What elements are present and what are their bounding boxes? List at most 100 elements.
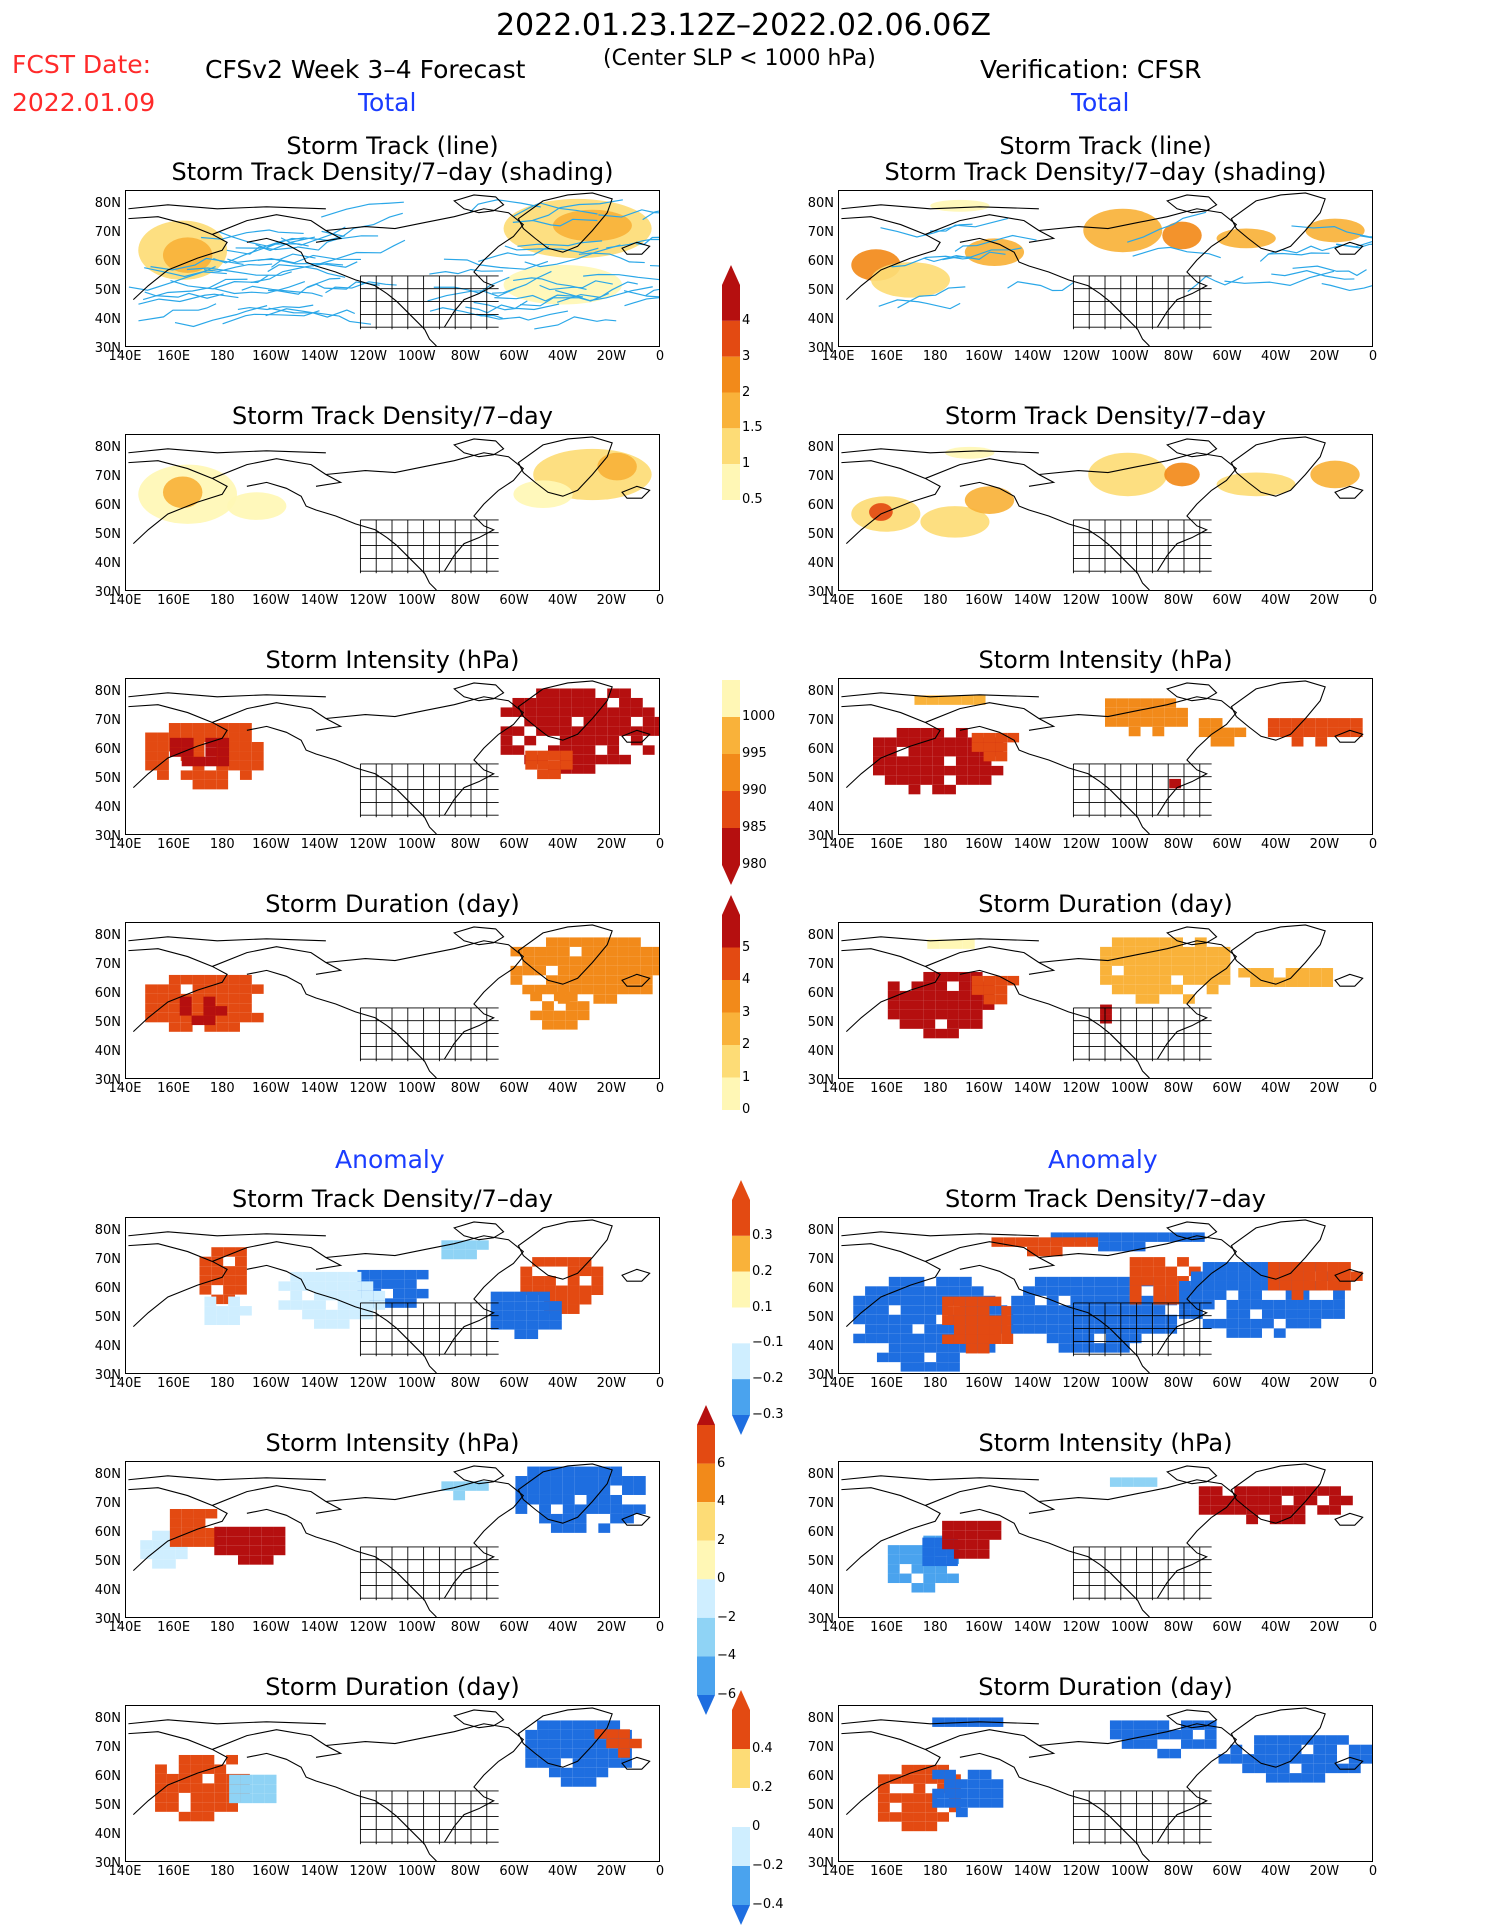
- grid-cell: [261, 1536, 274, 1546]
- grid-cell: [169, 1518, 182, 1528]
- grid-cell: [962, 939, 975, 949]
- lon-tick-label: 0: [1368, 1864, 1378, 1879]
- grid-cell: [1116, 698, 1129, 708]
- colorbar-label: 1: [742, 456, 751, 472]
- grid-cell: [619, 697, 631, 708]
- grid-cell: [630, 697, 643, 708]
- title-intensity-right: Storm Intensity (hPa): [978, 646, 1233, 674]
- grid-cell: [251, 1012, 264, 1023]
- title-density-anom-right: Storm Track Density/7–day: [945, 1185, 1266, 1213]
- grid-cell: [1222, 727, 1235, 738]
- grid-cell: [1135, 984, 1148, 995]
- grid-cell: [884, 775, 897, 785]
- grid-cell: [977, 1343, 990, 1354]
- grid-cell: [1105, 1343, 1118, 1353]
- grid-cell: [605, 965, 618, 976]
- grid-cell: [1238, 1290, 1251, 1300]
- grid-cell: [595, 726, 608, 736]
- grid-cell: [1105, 1333, 1118, 1344]
- grid-cell: [530, 991, 543, 1002]
- grid-cell: [1128, 726, 1141, 737]
- grid-cell: [1001, 1315, 1014, 1326]
- lon-tick-label: 20W: [596, 1081, 627, 1096]
- lon-tick-label: 140E: [108, 1081, 142, 1096]
- grid-cell: [1179, 1299, 1191, 1310]
- grid-cell: [953, 1334, 966, 1344]
- colorbar-arrow: [697, 1405, 715, 1425]
- grid-cell: [912, 1305, 925, 1315]
- grid-cell: [887, 1554, 900, 1565]
- colorbar-segment: [732, 1710, 750, 1749]
- grid-cell: [596, 1748, 609, 1759]
- lon-tick-label: 180: [922, 1376, 948, 1391]
- grid-cell: [536, 707, 548, 717]
- grid-cell: [1105, 1305, 1118, 1315]
- grid-cell: [1338, 1262, 1351, 1272]
- grid-cell: [1129, 1314, 1142, 1325]
- lon-tick-label: 140E: [108, 593, 142, 608]
- grid-cell: [924, 1362, 937, 1372]
- density-shading: [871, 262, 951, 298]
- lon-tick-label: 120W: [349, 349, 387, 364]
- grid-cell: [178, 1754, 191, 1765]
- grid-cell: [606, 1738, 619, 1749]
- lat-tick-label: 40N: [94, 312, 121, 327]
- grid-cell: [911, 1019, 924, 1029]
- grid-cell: [1281, 1486, 1294, 1496]
- grid-cell: [1001, 1306, 1014, 1316]
- lat-tick-label: 70N: [94, 957, 121, 972]
- grid-cell: [900, 1286, 913, 1296]
- grid-cell: [1062, 1232, 1075, 1242]
- grid-cell: [1293, 1514, 1306, 1525]
- lat-tick-label: 80N: [94, 1467, 121, 1482]
- map-panel-adens-verification: [838, 1217, 1373, 1374]
- grid-cell: [887, 1564, 900, 1574]
- grid-cell: [1109, 1729, 1122, 1740]
- grid-cell: [1100, 965, 1112, 976]
- lon-tick-label: 60W: [1212, 1081, 1242, 1096]
- grid-cell: [548, 1729, 561, 1740]
- grid-cell: [991, 1788, 1004, 1799]
- grid-cell: [1171, 956, 1183, 966]
- grid-cell: [1157, 1729, 1170, 1740]
- grid-cell: [911, 990, 924, 1001]
- lat-tick-label: 40N: [807, 1827, 834, 1842]
- title-track-shading-left: Storm Track Density/7–day (shading): [171, 158, 614, 186]
- grid-cell: [190, 1811, 203, 1822]
- grid-cell: [416, 1288, 429, 1299]
- grid-cell: [1234, 727, 1247, 738]
- grid-cell: [223, 1266, 236, 1276]
- grid-cell: [539, 1504, 551, 1514]
- coastlines: [128, 680, 651, 834]
- grid-cell: [610, 1504, 623, 1514]
- lon-tick-label: 180: [922, 593, 948, 608]
- lon-tick-label: 140W: [1013, 1620, 1052, 1635]
- grid-cell: [979, 1779, 992, 1789]
- grid-cell: [901, 1764, 914, 1775]
- grid-cell: [1183, 965, 1195, 976]
- grid-cell: [591, 1276, 604, 1286]
- title-intensity-anom-left: Storm Intensity (hPa): [265, 1429, 520, 1457]
- grid-cell: [193, 1527, 206, 1538]
- grid-cell: [181, 737, 194, 748]
- grid-cell: [923, 1564, 936, 1574]
- grid-cell: [145, 984, 158, 994]
- grid-cell: [239, 993, 252, 1004]
- grid-cell: [567, 1304, 580, 1314]
- grid-cell: [1094, 1314, 1106, 1325]
- grid-cell: [555, 1304, 568, 1314]
- model-title: CFSv2 Week 3–4 Forecast: [205, 55, 526, 84]
- grid-cell: [877, 1802, 890, 1813]
- grid-cell: [953, 1520, 966, 1531]
- grid-cell: [1226, 1318, 1239, 1329]
- grid-cell: [1315, 1262, 1328, 1272]
- grid-cell: [1121, 1477, 1134, 1487]
- grid-cell: [598, 1476, 611, 1486]
- grid-cell: [1226, 1271, 1239, 1281]
- grid-cell: [1214, 1280, 1227, 1291]
- grid-cell: [619, 716, 631, 727]
- grid-cell: [936, 1305, 949, 1315]
- grid-cell: [1135, 937, 1148, 947]
- grid-cell: [560, 1777, 573, 1787]
- grid-cell: [548, 760, 561, 770]
